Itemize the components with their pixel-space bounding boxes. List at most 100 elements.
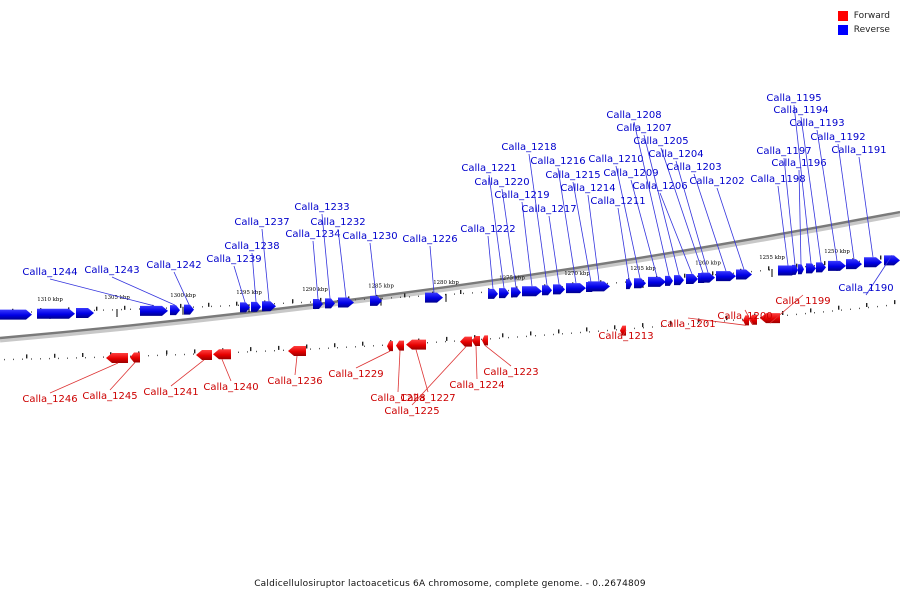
gene-label-calla-1238: Calla_1238 [224,241,279,252]
reverse-gene-arrow [806,263,816,274]
tick-label: 1310 kbp [37,297,63,303]
reverse-gene-arrow [511,287,521,298]
reverse-gene-arrow [325,298,335,309]
forward-gene-arrow [387,341,393,352]
reverse-gene-arrow [648,276,666,287]
gene-label-calla-1205: Calla_1205 [633,136,688,147]
reverse-gene-arrow [736,269,752,280]
gene-label-calla-1192: Calla_1192 [810,132,865,143]
gene-label-calla-1202: Calla_1202 [689,176,744,187]
reverse-gene-arrow [846,259,862,270]
forward-gene-arrow [130,352,140,363]
gene-label-calla-1227: Calla_1227 [400,393,455,404]
gene-label-calla-1209: Calla_1209 [603,168,658,179]
forward-gene-arrow [482,335,488,346]
reverse-gene-arrow [686,273,698,284]
tick-label: 1250 kbp [824,249,850,255]
reverse-gene-arrow [566,283,586,294]
gene-label-calla-1201: Calla_1201 [660,319,715,330]
forward-gene-arrow [108,352,128,363]
gene-label-calla-1233: Calla_1233 [294,202,349,213]
reverse-gene-arrow [716,271,736,282]
reverse-gene-arrow [864,257,882,268]
forward-gene-arrow [288,345,306,356]
gene-label-calla-1223: Calla_1223 [483,367,538,378]
reverse-gene-arrow [370,295,382,306]
tick-label: 1260 kbp [695,261,721,267]
reverse-gene-arrow [542,285,552,296]
gene-label-calla-1230: Calla_1230 [342,231,397,242]
tick-label: 1265 kbp [630,266,656,272]
legend-item-forward: Forward [837,9,890,23]
tick-label: 1290 kbp [302,287,328,293]
reverse-gene-arrow [313,298,323,309]
gene-label-calla-1246: Calla_1246 [22,394,77,405]
reverse-gene-arrow [338,297,354,308]
gene-labels: Calla_1244 Calla_1243 Calla_1242 Calla_1239… [22,93,893,417]
gene-label-calla-1210: Calla_1210 [588,154,643,165]
gene-label-calla-1215: Calla_1215 [545,170,600,181]
reverse-gene-arrow [665,275,673,286]
tick-label: 1255 kbp [759,255,785,261]
forward-gene-arrow [396,340,404,351]
reverse-gene-arrow [170,305,180,316]
reverse-gene-arrow [884,255,900,266]
forward-swatch [837,11,848,21]
reverse-gene-arrow [76,307,94,318]
reverse-gene-arrow [522,286,542,297]
gene-label-calla-1236: Calla_1236 [267,376,322,387]
forward-gene-arrow [749,314,757,325]
gene-label-calla-1213: Calla_1213 [598,331,653,342]
reverse-gene-arrow [553,284,565,295]
reverse-gene-arrow [828,260,846,271]
gene-label-calla-1198: Calla_1198 [750,174,805,185]
gene-label-calla-1194: Calla_1194 [773,105,828,116]
gene-label-calla-1203: Calla_1203 [666,162,721,173]
reverse-gene-arrow [626,279,632,290]
gene-label-calla-1241: Calla_1241 [143,387,198,398]
reverse-gene-arrow [240,302,250,313]
gene-label-calla-1220: Calla_1220 [474,177,529,188]
forward-gene-arrow [760,313,780,324]
forward-gene-arrow [460,336,472,347]
gene-label-calla-1214: Calla_1214 [560,183,615,194]
gene-label-calla-1225: Calla_1225 [384,406,439,417]
gene-label-calla-1211: Calla_1211 [590,196,645,207]
gene-label-calla-1226: Calla_1226 [402,234,457,245]
gene-label-calla-1193: Calla_1193 [789,118,844,129]
gene-label-calla-1204: Calla_1204 [648,149,703,160]
tick-label: 1295 kbp [236,290,262,296]
gene-label-calla-1195: Calla_1195 [766,93,821,104]
gene-label-calla-1237: Calla_1237 [234,217,289,228]
gene-label-calla-1240: Calla_1240 [203,382,258,393]
gene-label-calla-1196: Calla_1196 [771,158,826,169]
gene-label-calla-1218: Calla_1218 [501,142,556,153]
reverse-gene-arrow [674,275,684,286]
gene-label-calla-1217: Calla_1217 [521,204,576,215]
gene-label-calla-1197: Calla_1197 [756,146,811,157]
gene-label-calla-1190: Calla_1190 [838,283,893,294]
legend-label-forward: Forward [853,11,890,21]
reverse-gene-arrow [816,262,826,273]
gene-label-calla-1228: Calla_1228 [370,393,425,404]
tick-label: 1305 kbp [104,295,130,301]
gene-label-calla-1224: Calla_1224 [449,380,504,391]
tick-label: 1275 kbp [499,276,525,282]
gene-label-calla-1207: Calla_1207 [616,123,671,134]
forward-gene-arrow [196,349,212,360]
gene-label-calla-1221: Calla_1221 [461,163,516,174]
reverse-gene-arrow [262,301,276,312]
gene-label-calla-1234: Calla_1234 [285,229,340,240]
reverse-gene-arrow [792,264,798,275]
reverse-gene-arrow [488,288,498,299]
reverse-gene-arrow [37,308,75,319]
tick-label: 1270 kbp [564,271,590,277]
tick-label: 1300 kbp [170,293,196,299]
gene-label-calla-1243: Calla_1243 [84,265,139,276]
gene-label-calla-1232: Calla_1232 [310,217,365,228]
gene-label-calla-1244: Calla_1244 [22,267,77,278]
reverse-swatch [837,25,848,35]
reverse-gene-arrow [634,278,646,289]
reverse-gene-arrow [251,301,261,312]
